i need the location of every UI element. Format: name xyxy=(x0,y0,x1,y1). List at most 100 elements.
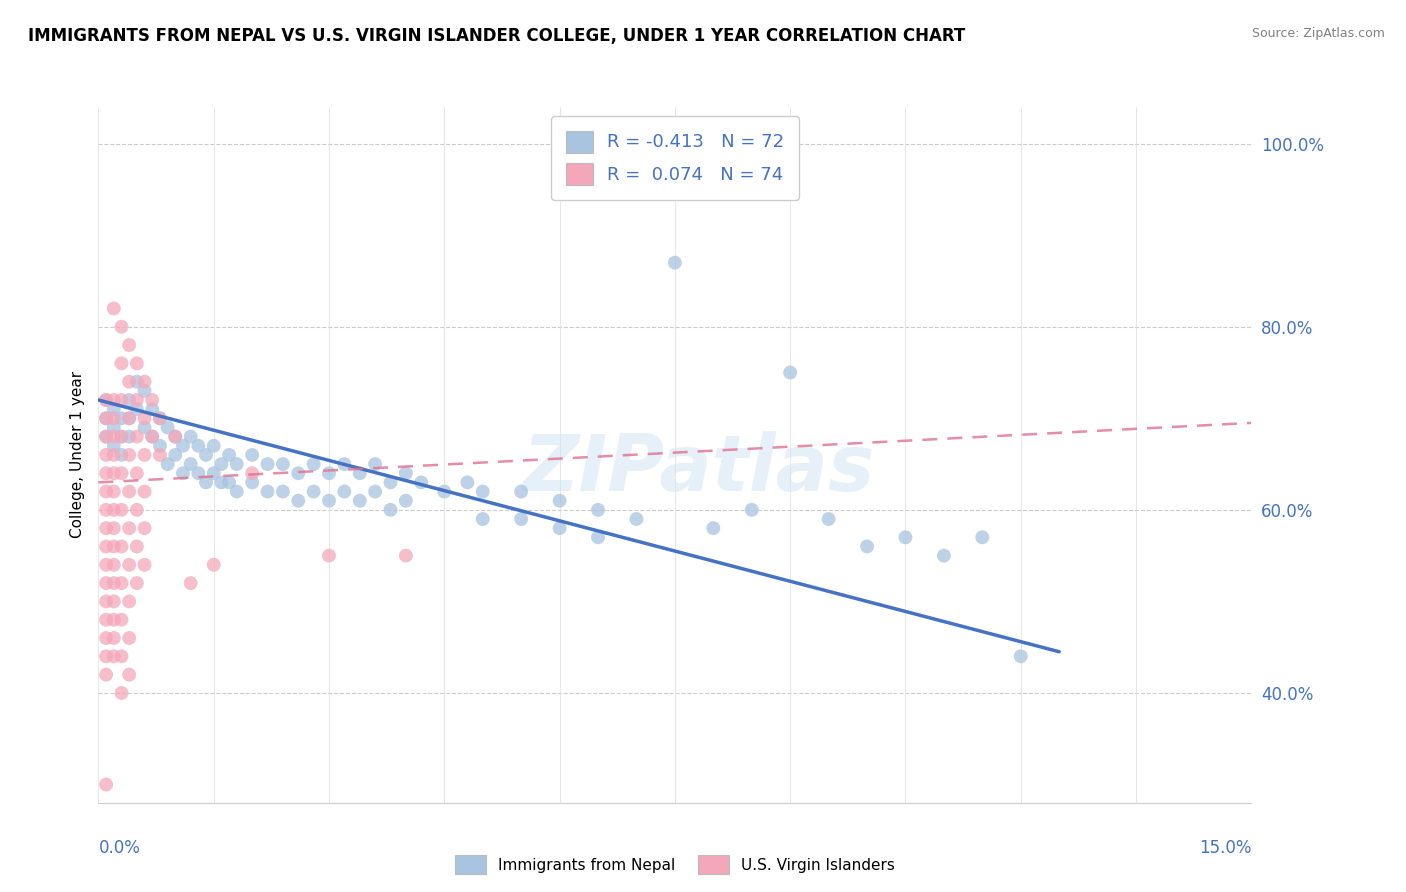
Point xyxy=(972,530,994,544)
Point xyxy=(94,484,117,499)
Point xyxy=(141,392,163,407)
Point xyxy=(134,558,156,572)
Point xyxy=(125,576,148,591)
Point xyxy=(172,439,194,453)
Legend: Immigrants from Nepal, U.S. Virgin Islanders: Immigrants from Nepal, U.S. Virgin Islan… xyxy=(449,849,901,880)
Point xyxy=(349,467,371,481)
Point xyxy=(218,475,240,490)
Point xyxy=(165,448,187,462)
Point xyxy=(103,411,125,425)
Point xyxy=(271,457,294,471)
Point xyxy=(932,549,955,563)
Point xyxy=(165,429,187,443)
Point xyxy=(110,503,132,517)
Point xyxy=(149,411,172,425)
Point xyxy=(180,429,202,443)
Point xyxy=(395,467,418,481)
Text: IMMIGRANTS FROM NEPAL VS U.S. VIRGIN ISLANDER COLLEGE, UNDER 1 YEAR CORRELATION : IMMIGRANTS FROM NEPAL VS U.S. VIRGIN ISL… xyxy=(28,27,966,45)
Point xyxy=(318,549,340,563)
Point xyxy=(103,594,125,608)
Point xyxy=(256,457,278,471)
Point xyxy=(118,448,141,462)
Point xyxy=(302,484,325,499)
Point xyxy=(118,484,141,499)
Point xyxy=(180,576,202,591)
Point xyxy=(1010,649,1032,664)
Point xyxy=(433,484,456,499)
Point xyxy=(125,429,148,443)
Point xyxy=(110,319,132,334)
Point xyxy=(187,439,209,453)
Point xyxy=(94,392,117,407)
Point xyxy=(664,255,686,269)
Point xyxy=(103,429,125,443)
Point xyxy=(103,392,125,407)
Text: ZIPatlas: ZIPatlas xyxy=(522,431,875,507)
Point xyxy=(94,411,117,425)
Point xyxy=(118,521,141,535)
Point xyxy=(125,392,148,407)
Point xyxy=(103,402,125,417)
Text: Source: ZipAtlas.com: Source: ZipAtlas.com xyxy=(1251,27,1385,40)
Point xyxy=(103,613,125,627)
Point xyxy=(110,576,132,591)
Point xyxy=(187,467,209,481)
Point xyxy=(110,540,132,554)
Point xyxy=(456,475,478,490)
Point xyxy=(94,576,117,591)
Point xyxy=(318,467,340,481)
Point xyxy=(110,467,132,481)
Point xyxy=(118,411,141,425)
Point xyxy=(103,301,125,316)
Point xyxy=(118,375,141,389)
Point xyxy=(779,366,801,380)
Point xyxy=(110,448,132,462)
Point xyxy=(149,439,172,453)
Point xyxy=(110,429,132,443)
Point xyxy=(125,540,148,554)
Point xyxy=(856,540,879,554)
Point xyxy=(94,448,117,462)
Point xyxy=(134,420,156,434)
Point xyxy=(510,512,533,526)
Point xyxy=(209,457,232,471)
Point xyxy=(103,631,125,645)
Point xyxy=(225,457,247,471)
Point xyxy=(103,448,125,462)
Point xyxy=(125,402,148,417)
Point xyxy=(209,475,232,490)
Point xyxy=(240,448,263,462)
Point xyxy=(125,356,148,370)
Point xyxy=(141,402,163,417)
Point xyxy=(103,576,125,591)
Point xyxy=(94,429,117,443)
Point xyxy=(118,594,141,608)
Point xyxy=(94,667,117,681)
Point xyxy=(141,429,163,443)
Point xyxy=(94,631,117,645)
Point xyxy=(380,475,402,490)
Point xyxy=(103,558,125,572)
Point xyxy=(103,420,125,434)
Point xyxy=(94,649,117,664)
Point xyxy=(94,521,117,535)
Point xyxy=(271,484,294,499)
Point xyxy=(471,484,494,499)
Point xyxy=(586,503,609,517)
Point xyxy=(202,558,225,572)
Point xyxy=(165,429,187,443)
Point xyxy=(125,503,148,517)
Point xyxy=(134,384,156,398)
Point xyxy=(395,493,418,508)
Text: 15.0%: 15.0% xyxy=(1199,839,1251,857)
Point xyxy=(103,439,125,453)
Point xyxy=(586,530,609,544)
Point xyxy=(510,484,533,499)
Point xyxy=(94,503,117,517)
Point xyxy=(364,484,387,499)
Point xyxy=(134,375,156,389)
Point xyxy=(110,392,132,407)
Point xyxy=(103,467,125,481)
Point xyxy=(202,467,225,481)
Point xyxy=(817,512,839,526)
